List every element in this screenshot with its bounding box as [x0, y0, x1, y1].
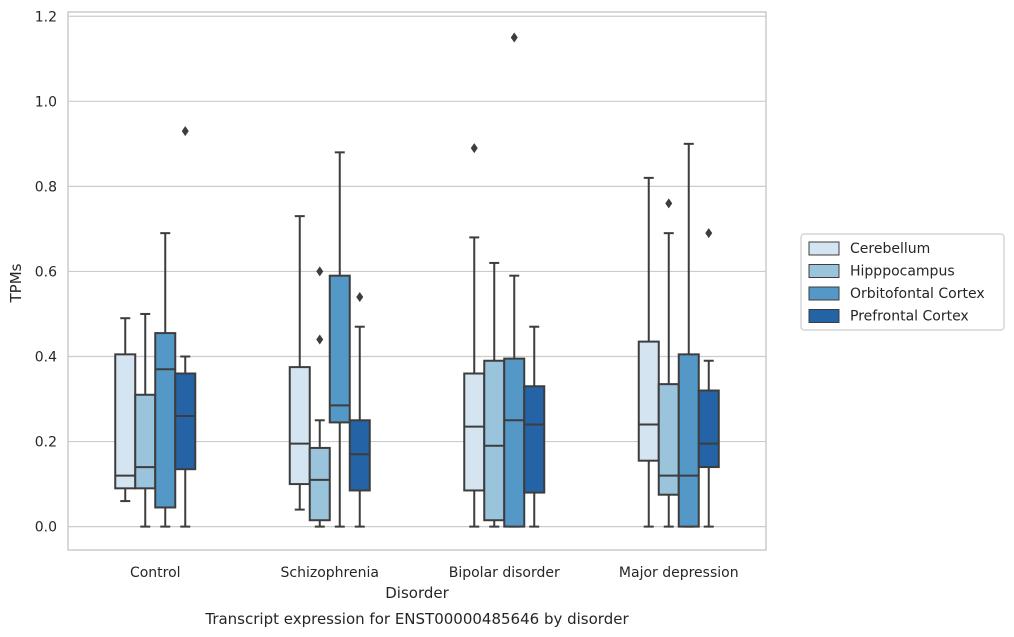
x-tick-label: Major depression [619, 565, 739, 581]
box [134, 393, 157, 490]
x-tick-label: Schizophrenia [281, 565, 379, 581]
box-group [657, 198, 680, 528]
series-cerebellum [114, 143, 660, 528]
legend-frame [800, 233, 1005, 331]
box-group [677, 142, 700, 528]
legend-label: Orbitofontal Cortex [850, 286, 985, 302]
box [523, 385, 546, 494]
box-group [154, 232, 177, 528]
box-group [174, 126, 197, 528]
y-tick-label: 0.6 [35, 264, 57, 280]
series-orbitofontal-cortex [154, 32, 700, 528]
box-group [697, 228, 720, 528]
box [174, 372, 197, 471]
box [348, 419, 371, 492]
plot-area-frame [67, 11, 767, 551]
box-group [308, 266, 331, 528]
series-hipppocampus [134, 198, 680, 528]
legend-item: Prefrontal Cortex [808, 309, 969, 325]
legend-swatch [808, 264, 840, 278]
x-axis-label: Disorder [385, 584, 449, 602]
outlier-point [510, 32, 518, 43]
y-tick-label: 1.2 [35, 9, 57, 25]
box [308, 446, 331, 522]
box-group [288, 215, 311, 511]
legend-swatch [808, 241, 840, 256]
outlier-point [470, 143, 478, 154]
box [677, 353, 700, 528]
box [328, 274, 351, 424]
y-tick-label: 1.0 [35, 94, 57, 110]
x-axis-ticks: Control Schizophrenia Bipolar disorder Majo… [130, 565, 739, 581]
y-tick-label: 0.0 [35, 520, 57, 536]
box [288, 366, 311, 486]
box-group [637, 176, 660, 528]
legend-swatch [808, 286, 840, 301]
outlier-point [181, 126, 189, 137]
legend-item: Cerebellum [808, 241, 930, 257]
box-group [503, 32, 526, 528]
box-series [114, 32, 720, 528]
box [114, 353, 137, 490]
series-prefrontal-cortex [174, 126, 720, 528]
box [503, 357, 526, 528]
y-axis-label: TPMs [7, 263, 25, 303]
box [697, 389, 720, 469]
box [483, 359, 506, 522]
y-tick-label: 0.4 [35, 349, 57, 365]
legend-item: Orbitofontal Cortex [808, 286, 985, 302]
x-tick-label: Control [130, 565, 181, 581]
legend-label: Prefrontal Cortex [850, 309, 969, 325]
outlier-point [665, 198, 673, 209]
y-axis-ticks: 0.0 0.2 0.4 0.6 0.8 1.0 1.2 [35, 9, 57, 535]
box-group [328, 151, 351, 528]
box-group [523, 325, 546, 528]
box-group [348, 291, 371, 528]
box-group [463, 143, 486, 528]
legend-swatch [808, 309, 840, 323]
x-tick-label: Bipolar disorder [449, 565, 560, 581]
box-group [114, 317, 137, 503]
box [657, 383, 680, 496]
box [463, 372, 486, 492]
box-group [134, 312, 157, 528]
outlier-point [316, 266, 324, 277]
box [637, 340, 660, 462]
legend-label: Cerebellum [850, 241, 930, 257]
outlier-point [316, 334, 324, 345]
legend-item: Hipppocampus [808, 264, 955, 280]
legend: Cerebellum Hipppocampus Orbitofontal Corte… [800, 233, 1005, 331]
outlier-point [705, 228, 713, 239]
box [154, 332, 177, 509]
outlier-point [356, 291, 364, 302]
figure-caption: Transcript expression for ENST0000048564… [204, 610, 629, 628]
y-tick-label: 0.2 [35, 435, 57, 451]
legend-label: Hipppocampus [850, 264, 955, 280]
y-tick-label: 0.8 [35, 179, 57, 195]
box-group [483, 261, 506, 528]
